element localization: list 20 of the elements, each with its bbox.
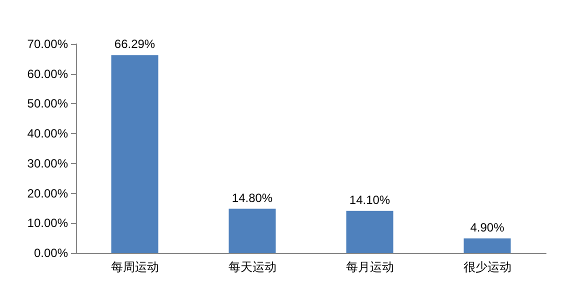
data-label: 14.10% xyxy=(349,192,390,207)
x-tick-label: 很少运动 xyxy=(463,260,512,274)
bar xyxy=(228,208,276,253)
y-tick-label: 30.00% xyxy=(27,156,68,170)
y-tick-label: 60.00% xyxy=(27,66,68,81)
data-label: 14.80% xyxy=(232,190,273,205)
y-tick-label: 50.00% xyxy=(27,96,68,111)
x-tick-label: 每月运动 xyxy=(346,260,394,274)
y-tick-label: 0.00% xyxy=(34,246,68,260)
y-tick-label: 10.00% xyxy=(27,216,68,230)
y-tick-label: 70.00% xyxy=(27,37,68,51)
data-label: 4.90% xyxy=(470,220,505,234)
bar xyxy=(346,210,394,253)
bar xyxy=(464,238,511,253)
y-tick-label: 20.00% xyxy=(27,186,68,200)
y-tick-label: 40.00% xyxy=(27,126,68,141)
x-tick-label: 每天运动 xyxy=(228,260,276,274)
bar xyxy=(111,55,158,253)
data-label: 66.29% xyxy=(114,37,156,52)
x-tick-label: 每周运动 xyxy=(110,260,159,274)
